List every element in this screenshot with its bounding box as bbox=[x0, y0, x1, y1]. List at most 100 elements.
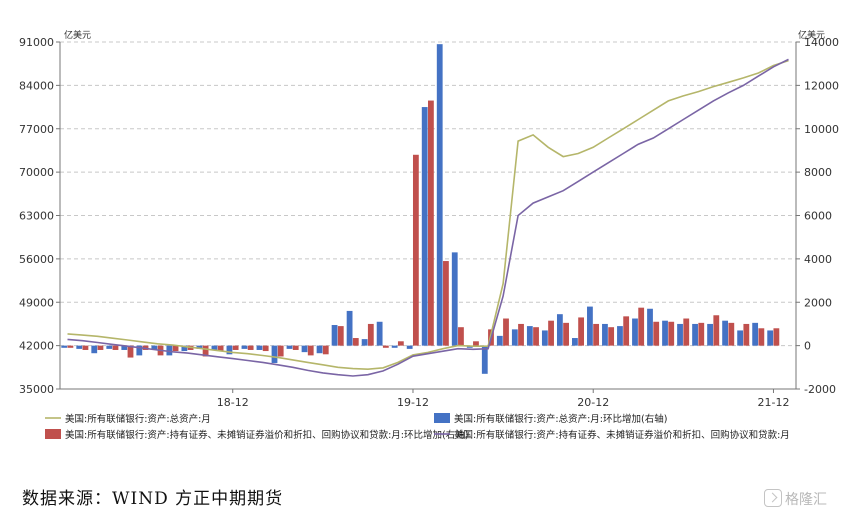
bar-securities-change bbox=[458, 327, 464, 346]
bar-total-assets-change bbox=[602, 323, 608, 346]
bar-total-assets-change bbox=[331, 325, 338, 346]
bar-securities-change bbox=[112, 345, 119, 350]
bar-securities-change bbox=[518, 323, 524, 346]
bar-securities-change bbox=[397, 341, 404, 346]
left-tick-label: 91000 bbox=[19, 36, 54, 49]
bar-total-assets-change bbox=[632, 318, 638, 346]
bar-securities-change bbox=[743, 323, 750, 346]
legend-label: 美国:所有联储银行:资产:持有证券、未摊销证券溢价和折扣、回购协议和贷款:月:环… bbox=[65, 429, 468, 441]
bar-securities-change bbox=[503, 318, 509, 346]
bar-securities-change bbox=[172, 345, 179, 352]
bar-total-assets-change bbox=[271, 345, 278, 363]
bar-securities-change bbox=[683, 318, 690, 346]
bar-securities-change bbox=[653, 321, 660, 346]
bar-total-assets-change bbox=[211, 345, 218, 350]
bar-total-assets-change bbox=[481, 345, 488, 374]
bar-securities-change bbox=[337, 326, 344, 346]
right-axis-unit: 亿美元 bbox=[798, 29, 825, 41]
bar-total-assets-change bbox=[136, 345, 143, 356]
left-tick-label: 42000 bbox=[19, 340, 54, 353]
bar-total-assets-change bbox=[556, 314, 563, 346]
bar-securities-change bbox=[232, 345, 239, 350]
bar-securities-change bbox=[217, 345, 224, 352]
bar-total-assets-change bbox=[406, 345, 413, 349]
bar-total-assets-change bbox=[421, 107, 428, 346]
bar-securities-change bbox=[352, 338, 359, 346]
bar-securities-change bbox=[412, 154, 419, 346]
bar-total-assets-change bbox=[677, 323, 683, 346]
bar-total-assets-change bbox=[707, 323, 713, 346]
data-source-note: 数据来源：WIND 方正中期期货 bbox=[22, 489, 284, 509]
left-axis-unit: 亿美元 bbox=[64, 29, 91, 41]
right-tick-label: 10000 bbox=[804, 123, 839, 136]
bar-securities-change bbox=[127, 345, 134, 358]
legend-label: 美国:所有联储银行:资产:总资产:月 bbox=[65, 413, 211, 425]
legend-swatch-bar bbox=[434, 413, 450, 423]
bar-securities-change bbox=[758, 328, 765, 346]
bar-securities-change bbox=[428, 100, 434, 346]
bar-total-assets-change bbox=[376, 321, 383, 346]
bar-total-assets-change bbox=[286, 345, 293, 349]
bar-total-assets-change bbox=[256, 345, 263, 350]
bar-total-assets-change bbox=[496, 335, 503, 346]
bar-total-assets-change bbox=[737, 330, 744, 346]
bar-securities-change bbox=[728, 322, 735, 346]
bar-securities-change bbox=[307, 345, 314, 356]
right-tick-label: 0 bbox=[804, 340, 811, 353]
bar-securities-change bbox=[202, 345, 209, 357]
bar-total-assets-change bbox=[346, 310, 353, 346]
bar-total-assets-change bbox=[722, 320, 729, 346]
bar-total-assets-change bbox=[316, 345, 323, 354]
bar-total-assets-change bbox=[572, 338, 578, 346]
legend-swatch-bar bbox=[45, 429, 61, 439]
bar-securities-change bbox=[247, 345, 254, 350]
bar-total-assets-change bbox=[166, 345, 173, 356]
legend-label: 美国:所有联储银行:资产:持有证券、未摊销证券溢价和折扣、回购协议和贷款:月 bbox=[454, 429, 790, 441]
bar-total-assets-change bbox=[76, 345, 83, 349]
bar-securities-change bbox=[773, 328, 780, 346]
bar-total-assets-change bbox=[587, 306, 593, 346]
line-total-assets bbox=[67, 59, 789, 371]
bar-total-assets-change bbox=[752, 322, 759, 346]
bar-securities-change bbox=[443, 261, 449, 346]
bar-total-assets-change bbox=[151, 345, 158, 350]
bar-total-assets-change bbox=[692, 323, 698, 346]
bar-total-assets-change bbox=[391, 345, 398, 348]
right-tick-label: 12000 bbox=[804, 79, 839, 92]
bar-securities-change bbox=[548, 320, 554, 346]
bar-total-assets-change bbox=[436, 44, 443, 346]
x-tick-label: 21-12 bbox=[757, 396, 789, 409]
x-tick-label: 20-12 bbox=[577, 396, 609, 409]
bar-total-assets-change bbox=[226, 345, 233, 355]
right-tick-label: 14000 bbox=[804, 36, 839, 49]
bar-securities-change bbox=[668, 321, 675, 346]
bar-total-assets-change bbox=[767, 330, 774, 346]
line-securities-holdings bbox=[67, 58, 789, 377]
bar-total-assets-change bbox=[617, 326, 623, 346]
left-tick-label: 63000 bbox=[19, 210, 54, 223]
bar-securities-change bbox=[322, 345, 329, 355]
left-tick-label: 35000 bbox=[19, 383, 54, 396]
bar-total-assets-change bbox=[181, 345, 188, 352]
right-tick-label: 4000 bbox=[804, 253, 832, 266]
bar-total-assets-change bbox=[91, 345, 98, 354]
right-tick-label: 2000 bbox=[804, 296, 832, 309]
bar-securities-change bbox=[367, 323, 374, 346]
bar-total-assets-change bbox=[541, 330, 548, 346]
fed-assets-chart: 35000 42000 49000 56000 63000 70000 77000 84000… bbox=[19, 29, 839, 441]
legend-label: 美国:所有联储银行:资产:总资产:月:环比增加(右轴) bbox=[454, 413, 667, 425]
bar-total-assets-change bbox=[61, 345, 68, 348]
bar-securities-change bbox=[578, 317, 585, 346]
bar-securities-change bbox=[292, 345, 299, 350]
bar-total-assets-change bbox=[511, 329, 518, 346]
bar-total-assets-change bbox=[196, 345, 203, 349]
bar-securities-change bbox=[698, 322, 705, 346]
bar-total-assets-change bbox=[301, 345, 308, 353]
x-tick-label: 18-12 bbox=[217, 396, 249, 409]
left-tick-label: 56000 bbox=[19, 253, 54, 266]
right-tick-label: 6000 bbox=[804, 210, 832, 223]
x-tick-label: 19-12 bbox=[397, 396, 429, 409]
right-tick-label: 8000 bbox=[804, 166, 832, 179]
gelonghui-logo-icon bbox=[764, 489, 782, 507]
bar-securities-change bbox=[67, 345, 74, 348]
